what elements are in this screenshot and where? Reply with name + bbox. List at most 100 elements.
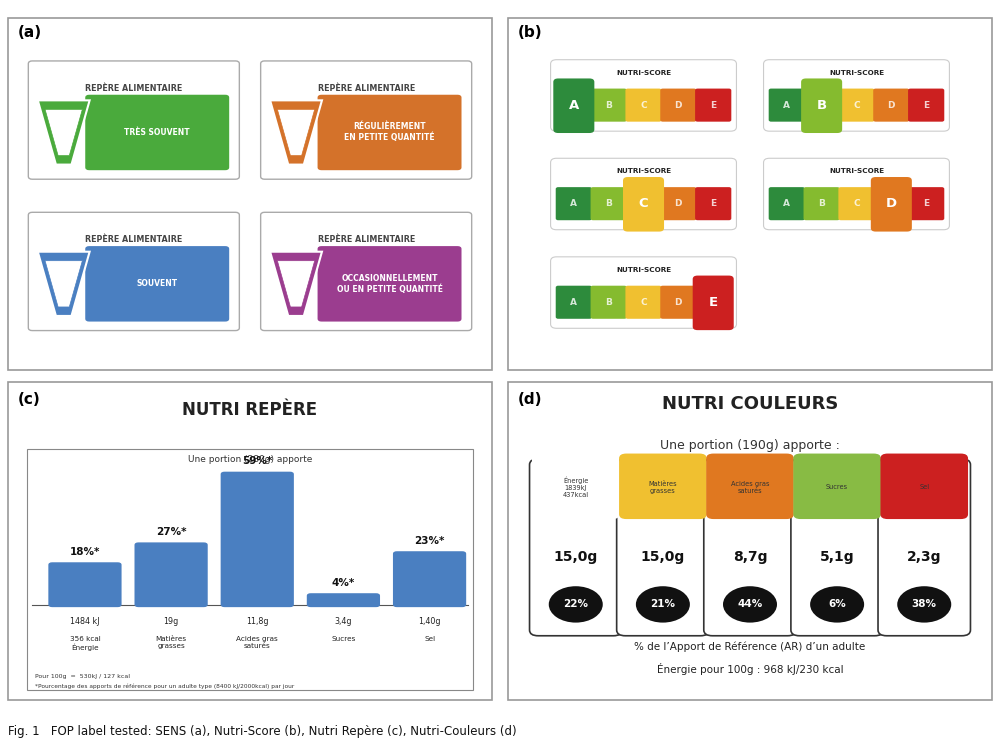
FancyBboxPatch shape [695, 89, 731, 122]
Polygon shape [38, 100, 90, 165]
FancyBboxPatch shape [307, 593, 380, 607]
Text: E: E [923, 101, 929, 110]
FancyBboxPatch shape [619, 453, 707, 519]
Text: 356 kcal
Énergie: 356 kcal Énergie [70, 636, 100, 651]
Text: Une portion (280g) apporte: Une portion (280g) apporte [188, 455, 312, 464]
FancyBboxPatch shape [878, 459, 970, 636]
FancyBboxPatch shape [693, 276, 734, 330]
FancyBboxPatch shape [508, 382, 992, 700]
Text: Énergie
1839kJ
437kcal: Énergie 1839kJ 437kcal [563, 476, 589, 498]
FancyBboxPatch shape [221, 471, 294, 607]
Text: E: E [710, 200, 716, 208]
Text: (b): (b) [518, 25, 542, 40]
FancyBboxPatch shape [27, 449, 473, 691]
Ellipse shape [549, 587, 603, 623]
Text: B: B [605, 297, 612, 306]
FancyBboxPatch shape [908, 89, 944, 122]
Text: (a): (a) [18, 25, 42, 40]
FancyBboxPatch shape [791, 459, 883, 636]
FancyBboxPatch shape [908, 187, 944, 220]
Text: 6%: 6% [828, 599, 846, 609]
FancyBboxPatch shape [318, 246, 462, 322]
Text: B: B [818, 200, 825, 208]
Text: NUTRI-SCORE: NUTRI-SCORE [829, 69, 884, 75]
FancyBboxPatch shape [706, 453, 794, 519]
FancyBboxPatch shape [28, 61, 239, 179]
FancyBboxPatch shape [660, 187, 696, 220]
Text: D: D [675, 101, 682, 110]
Text: A: A [783, 200, 790, 208]
Text: RÉGULIÈREMENT
EN PETITE QUANTITÉ: RÉGULIÈREMENT EN PETITE QUANTITÉ [344, 123, 435, 142]
Text: 22%: 22% [563, 599, 588, 609]
Text: REPÈRE ALIMENTAIRE: REPÈRE ALIMENTAIRE [85, 236, 182, 245]
FancyBboxPatch shape [591, 187, 627, 220]
Text: C: C [640, 297, 647, 306]
Text: Une portion (190g) apporte :: Une portion (190g) apporte : [660, 439, 840, 453]
Text: % de l’Apport de Référence (AR) d’un adulte: % de l’Apport de Référence (AR) d’un adu… [634, 641, 866, 651]
Text: Pour 100g  =  530kJ / 127 kcal: Pour 100g = 530kJ / 127 kcal [35, 674, 130, 678]
Text: Énergie pour 100g : 968 kJ/230 kcal: Énergie pour 100g : 968 kJ/230 kcal [657, 663, 843, 675]
Text: Acides gras
saturés: Acides gras saturés [236, 636, 278, 649]
Text: 44%: 44% [737, 599, 763, 609]
Polygon shape [270, 100, 322, 165]
Text: 5,1g: 5,1g [820, 550, 854, 564]
Polygon shape [277, 261, 315, 307]
Text: E: E [709, 296, 718, 309]
FancyBboxPatch shape [591, 285, 627, 319]
Text: A: A [783, 101, 790, 110]
Text: Sel: Sel [424, 636, 435, 642]
Text: 38%: 38% [912, 599, 937, 609]
FancyBboxPatch shape [591, 89, 627, 122]
Text: 1,40g: 1,40g [418, 617, 441, 626]
FancyBboxPatch shape [539, 487, 612, 514]
Polygon shape [270, 252, 322, 316]
Polygon shape [277, 109, 315, 156]
Text: C: C [853, 101, 860, 110]
FancyBboxPatch shape [8, 382, 492, 700]
Text: A: A [570, 200, 577, 208]
Text: 1484 kJ: 1484 kJ [70, 617, 100, 626]
Text: NUTRI COULEURS: NUTRI COULEURS [662, 395, 838, 413]
Text: OCCASIONNELLEMENT
OU EN PETITE QUANTITÉ: OCCASIONNELLEMENT OU EN PETITE QUANTITÉ [337, 274, 443, 294]
Polygon shape [38, 252, 90, 316]
FancyBboxPatch shape [713, 487, 787, 514]
Text: SOUVENT: SOUVENT [137, 279, 178, 288]
Text: D: D [675, 200, 682, 208]
FancyBboxPatch shape [551, 59, 736, 131]
FancyBboxPatch shape [553, 78, 594, 133]
Ellipse shape [897, 587, 951, 623]
FancyBboxPatch shape [838, 187, 875, 220]
FancyBboxPatch shape [769, 89, 805, 122]
Text: 8,7g: 8,7g [733, 550, 767, 564]
FancyBboxPatch shape [801, 487, 874, 514]
Text: 23%*: 23%* [414, 536, 445, 546]
Text: C: C [639, 197, 648, 210]
FancyBboxPatch shape [871, 177, 912, 232]
FancyBboxPatch shape [804, 187, 840, 220]
FancyBboxPatch shape [530, 459, 622, 636]
FancyBboxPatch shape [888, 487, 961, 514]
Text: (c): (c) [18, 392, 40, 407]
FancyBboxPatch shape [532, 453, 620, 519]
Text: NUTRI REPÈRE: NUTRI REPÈRE [182, 401, 318, 419]
FancyBboxPatch shape [769, 187, 805, 220]
Text: E: E [923, 200, 929, 208]
Text: NUTRI-SCORE: NUTRI-SCORE [829, 168, 884, 174]
FancyBboxPatch shape [660, 285, 696, 319]
FancyBboxPatch shape [695, 187, 731, 220]
Text: Fig. 1   FOP label tested: SENS (a), Nutri-Score (b), Nutri Repère (c), Nutri-Co: Fig. 1 FOP label tested: SENS (a), Nutri… [8, 725, 517, 739]
Text: D: D [675, 297, 682, 306]
FancyBboxPatch shape [508, 18, 992, 370]
FancyBboxPatch shape [838, 89, 875, 122]
Text: 21%: 21% [650, 599, 675, 609]
Ellipse shape [723, 587, 777, 623]
Text: C: C [640, 101, 647, 110]
FancyBboxPatch shape [556, 187, 592, 220]
Text: 15,0g: 15,0g [554, 550, 598, 564]
Text: 19g: 19g [163, 617, 179, 626]
FancyBboxPatch shape [617, 459, 709, 636]
Text: 27%*: 27%* [156, 527, 186, 537]
FancyBboxPatch shape [48, 562, 122, 607]
Text: A: A [570, 297, 577, 306]
Text: Sel: Sel [919, 484, 929, 490]
